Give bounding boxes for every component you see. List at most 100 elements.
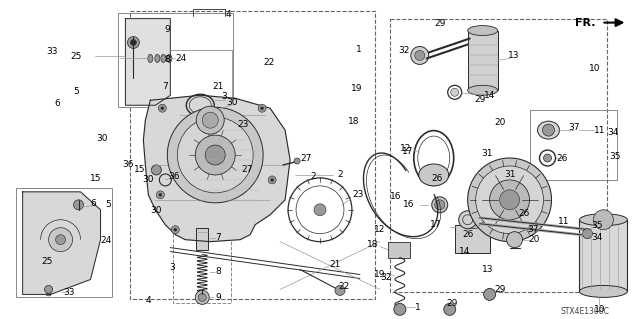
Text: 1: 1 — [415, 303, 420, 312]
Text: 5: 5 — [73, 87, 79, 96]
Circle shape — [543, 154, 552, 162]
Text: 15: 15 — [134, 166, 145, 174]
Circle shape — [260, 107, 264, 110]
Ellipse shape — [155, 55, 160, 63]
Circle shape — [156, 191, 164, 199]
Circle shape — [294, 158, 300, 164]
Text: 11: 11 — [594, 126, 605, 135]
Text: 35: 35 — [609, 152, 621, 161]
Text: 5: 5 — [106, 200, 111, 209]
Text: 15: 15 — [90, 174, 101, 183]
Text: 12: 12 — [400, 144, 412, 152]
Text: 26: 26 — [462, 230, 474, 239]
Text: 22: 22 — [339, 282, 349, 291]
Text: 24: 24 — [175, 54, 187, 63]
Circle shape — [468, 158, 552, 241]
Circle shape — [268, 176, 276, 184]
Text: 26: 26 — [557, 153, 568, 162]
Ellipse shape — [461, 221, 482, 229]
Circle shape — [271, 178, 274, 182]
Text: 25: 25 — [71, 52, 82, 61]
Text: 27: 27 — [241, 165, 252, 174]
Ellipse shape — [46, 293, 51, 296]
Text: 3: 3 — [221, 92, 227, 101]
Text: 34: 34 — [592, 233, 603, 242]
Bar — [118, 13, 233, 107]
Bar — [529, 110, 618, 180]
Circle shape — [158, 104, 166, 112]
Ellipse shape — [468, 26, 498, 35]
Text: FR.: FR. — [575, 18, 595, 28]
Text: 12: 12 — [374, 225, 386, 234]
Circle shape — [411, 47, 429, 64]
Bar — [131, 11, 375, 300]
Text: 33: 33 — [46, 47, 58, 56]
Text: 18: 18 — [348, 117, 360, 126]
Text: 8: 8 — [164, 55, 170, 64]
Ellipse shape — [161, 55, 166, 63]
Text: 31: 31 — [481, 149, 493, 158]
Text: 32: 32 — [399, 46, 410, 55]
Circle shape — [195, 290, 209, 304]
Text: 26: 26 — [431, 174, 442, 183]
Polygon shape — [143, 95, 290, 241]
Text: 29: 29 — [435, 19, 445, 28]
Circle shape — [335, 286, 345, 295]
Circle shape — [593, 210, 613, 230]
Text: 4: 4 — [146, 296, 152, 305]
Text: 16: 16 — [390, 191, 401, 201]
Circle shape — [459, 211, 477, 229]
Circle shape — [195, 135, 235, 175]
Ellipse shape — [468, 85, 498, 95]
Text: 20: 20 — [529, 235, 540, 244]
Bar — [468, 31, 498, 90]
Text: 29: 29 — [494, 285, 506, 294]
Circle shape — [161, 107, 164, 110]
Bar — [390, 19, 607, 293]
Text: 6: 6 — [54, 100, 60, 108]
Text: 24: 24 — [100, 236, 112, 245]
Text: 23: 23 — [237, 120, 249, 129]
Text: 34: 34 — [607, 128, 618, 137]
Circle shape — [543, 124, 554, 136]
Text: 30: 30 — [96, 134, 108, 143]
Text: 3: 3 — [169, 263, 175, 272]
Text: 33: 33 — [63, 288, 74, 297]
Text: STX4E1300C: STX4E1300C — [561, 307, 609, 316]
Circle shape — [490, 180, 529, 220]
Circle shape — [415, 50, 425, 60]
Ellipse shape — [579, 214, 627, 226]
Text: 13: 13 — [481, 264, 493, 274]
Text: 11: 11 — [558, 217, 570, 226]
Circle shape — [198, 293, 206, 301]
Text: 36: 36 — [123, 160, 134, 169]
Circle shape — [56, 235, 65, 245]
Text: 31: 31 — [504, 170, 515, 179]
Text: 8: 8 — [215, 267, 221, 276]
Text: 36: 36 — [168, 173, 180, 182]
Ellipse shape — [432, 197, 448, 213]
Text: 13: 13 — [508, 51, 519, 60]
Circle shape — [451, 88, 459, 96]
Text: 9: 9 — [164, 25, 170, 34]
Text: 2: 2 — [311, 173, 316, 182]
Text: 19: 19 — [351, 84, 362, 93]
Text: 30: 30 — [150, 206, 162, 215]
Text: 6: 6 — [90, 199, 96, 208]
Circle shape — [167, 107, 263, 203]
Text: 21: 21 — [329, 260, 340, 269]
Circle shape — [127, 37, 140, 48]
Circle shape — [174, 228, 177, 231]
Circle shape — [177, 117, 253, 193]
Circle shape — [314, 204, 326, 216]
Circle shape — [196, 106, 224, 134]
Text: 26: 26 — [518, 209, 530, 218]
Ellipse shape — [419, 164, 449, 186]
Circle shape — [444, 303, 456, 315]
Text: 29: 29 — [474, 95, 485, 104]
Text: 10: 10 — [589, 64, 600, 73]
Circle shape — [507, 232, 522, 248]
Circle shape — [202, 112, 218, 128]
Text: 22: 22 — [263, 58, 275, 67]
Text: 18: 18 — [367, 240, 379, 249]
